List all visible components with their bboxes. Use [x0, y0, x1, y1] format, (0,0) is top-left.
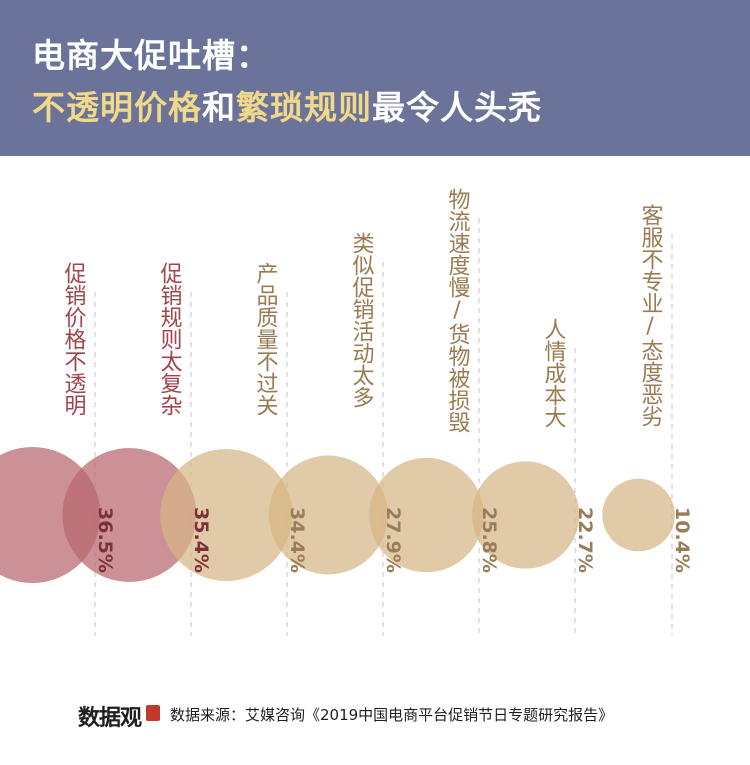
value-label: 35.4%	[190, 507, 212, 573]
category-label: 物流速度慢/货物被损毁	[445, 188, 471, 433]
bubble	[160, 448, 293, 582]
value-label: 36.5%	[94, 507, 116, 573]
bubble	[472, 461, 580, 569]
category-label: 产品质量不过关	[253, 262, 279, 416]
category-label: 类似促销活动太多	[349, 232, 375, 408]
bubble-chart: 36.5% 促销价格不透明 35.4% 促销规则太复杂 34.4% 产品质量不过关 27.9…	[0, 188, 693, 636]
header-banner: 电商大促吐槽： 不透明价格和繁琐规则最令人头秃	[0, 0, 750, 156]
title-line-2: 不透明价格和繁琐规则最令人头秃	[32, 86, 542, 130]
title-segment: 最令人头秃	[372, 88, 542, 127]
category-label: 人情成本大	[541, 318, 567, 428]
value-label: 34.4%	[286, 507, 308, 573]
bubble	[62, 448, 197, 582]
category-label: 客服不专业/态度恶劣	[638, 204, 664, 427]
title-segment: 和	[202, 88, 236, 127]
logo-seal-icon	[146, 705, 160, 721]
footer: 数据观 数据来源：艾媒咨询《2019中国电商平台促销节日专题研究报告》	[0, 696, 750, 736]
logo: 数据观	[78, 705, 142, 731]
data-source: 数据来源：艾媒咨询《2019中国电商平台促销节日专题研究报告》	[170, 706, 614, 724]
bubble	[602, 478, 675, 552]
value-label: 27.9%	[382, 507, 404, 573]
category-label: 促销规则太复杂	[157, 262, 183, 416]
value-label: 10.4%	[671, 507, 693, 573]
value-label: 25.8%	[478, 507, 500, 573]
title-segment: 繁琐规则	[236, 88, 372, 127]
bubble	[369, 457, 484, 573]
title-segment: 不透明价格	[32, 88, 202, 127]
title-line-1: 电商大促吐槽：	[32, 36, 270, 75]
category-label: 促销价格不透明	[61, 262, 87, 416]
bubble	[268, 455, 388, 575]
value-label: 22.7%	[574, 507, 596, 573]
